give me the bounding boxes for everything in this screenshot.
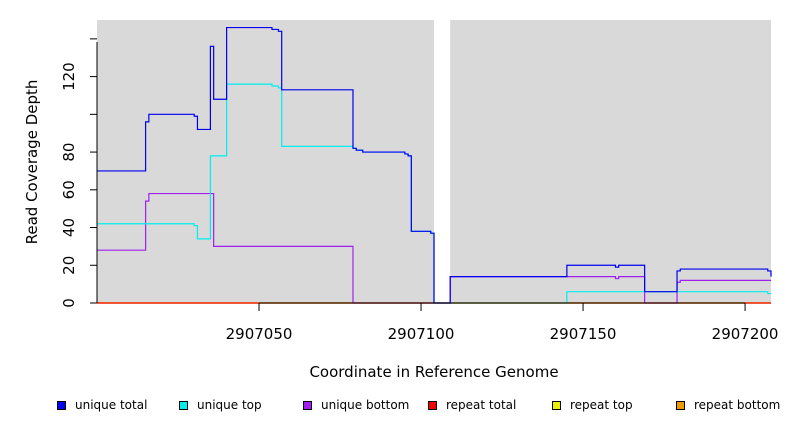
legend: unique total unique top unique bottom repea… [0,398,792,422]
x-tick-label: 2907050 [226,325,293,343]
legend-swatch [552,400,561,410]
legend-label: unique top [197,398,262,412]
legend-label: unique bottom [321,398,410,412]
x-tick-label: 2907100 [388,325,455,343]
legend-swatch [428,400,437,410]
legend-swatch [179,400,188,410]
legend-swatch [676,400,685,410]
y-tick-label: 20 [60,256,78,275]
x-tick-label: 2907200 [712,325,779,343]
coverage-chart: 0 20 40 60 80 120 2907050 2907100 2907150 2907200… [23,20,779,381]
y-tick-label: 40 [60,218,78,237]
y-tick-label: 120 [60,62,78,91]
legend-label: repeat bottom [694,398,781,412]
series-line-unique-total [97,26,772,304]
y-axis-title: Read Coverage Depth [23,80,41,245]
y-tick-label: 80 [60,143,78,162]
legend-label: repeat top [570,398,633,412]
legend-label: repeat total [446,398,517,412]
x-tick-label: 2907150 [550,325,617,343]
legend-label: unique total [75,398,148,412]
legend-swatch [57,400,66,410]
y-tick-label: 60 [60,180,78,199]
legend-item-repeat-total: repeat total [428,398,516,412]
legend-item-unique-bottom: unique bottom [303,398,409,412]
legend-item-unique-top: unique top [179,398,262,412]
legend-swatch [303,400,312,410]
legend-item-unique-total: unique total [57,398,147,412]
axes-layer: 0 20 40 60 80 120 2907050 2907100 2907150 2907200 [60,38,779,343]
x-axis-title: Coordinate in Reference Genome [309,363,558,381]
legend-item-repeat-top: repeat top [552,398,633,412]
coverage-gap [434,20,451,303]
y-tick-label: 0 [60,298,78,308]
legend-item-repeat-bottom: repeat bottom [676,398,780,412]
